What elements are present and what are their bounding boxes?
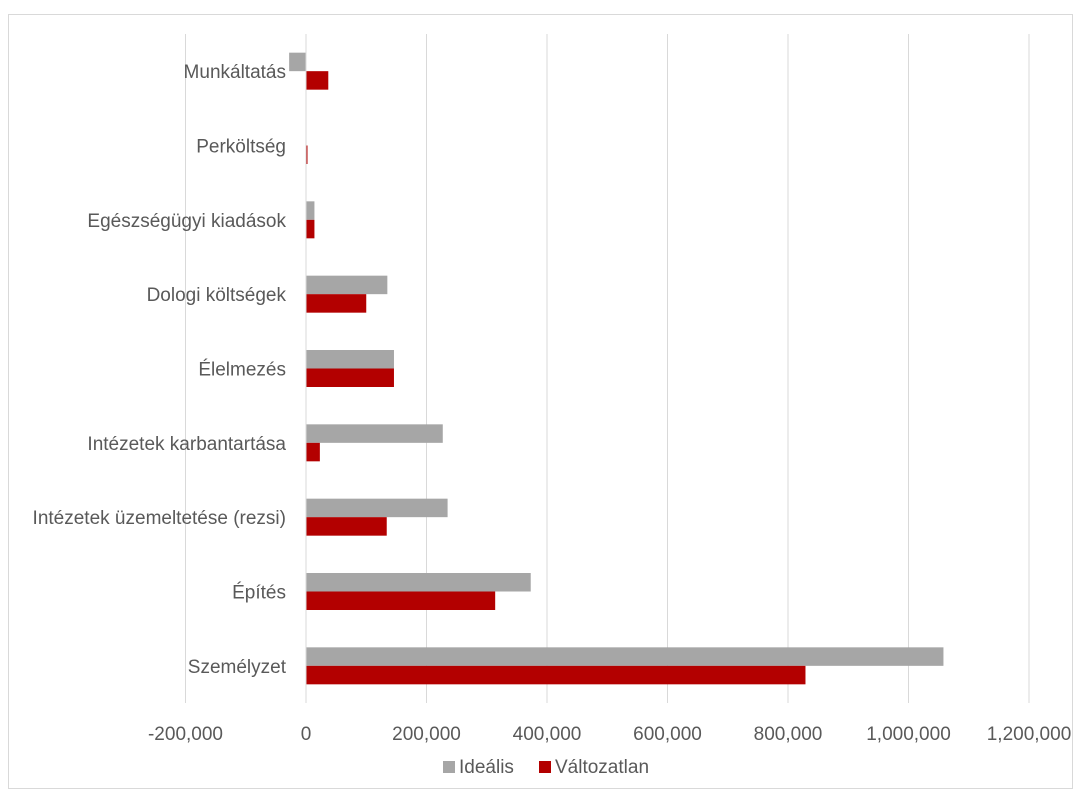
bar-idealis xyxy=(306,498,448,518)
x-tick-label: -200,000 xyxy=(148,724,223,745)
bar-valtozatlan xyxy=(306,368,394,387)
legend-label-valtozatlan: Változatlan xyxy=(555,757,649,778)
bar-valtozatlan xyxy=(306,71,329,90)
bar-valtozatlan xyxy=(306,145,308,164)
bar-idealis xyxy=(289,52,306,72)
x-tick-label: 400,000 xyxy=(513,724,582,745)
category-label: Intézetek üzemeltetése (rezsi) xyxy=(33,508,286,529)
bar-valtozatlan xyxy=(306,219,315,239)
legend-swatch-valtozatlan xyxy=(539,761,551,773)
bar-valtozatlan xyxy=(306,517,387,536)
bar-idealis xyxy=(306,201,315,220)
category-label: Építés xyxy=(232,583,286,604)
x-tick-label: 200,000 xyxy=(392,724,461,745)
bar-idealis xyxy=(306,350,394,369)
bar-valtozatlan xyxy=(306,591,496,610)
legend-swatch-idealis xyxy=(443,761,455,773)
x-tick-label: 0 xyxy=(301,724,312,745)
bar-idealis xyxy=(306,275,388,295)
bar-valtozatlan xyxy=(306,442,320,462)
category-label: Dologi költségek xyxy=(147,285,287,306)
bar-valtozatlan xyxy=(306,665,806,685)
category-label: Intézetek karbantartása xyxy=(87,434,286,455)
x-tick-label: 1,000,000 xyxy=(866,724,951,745)
chart-frame xyxy=(8,14,1073,789)
x-tick-label: 800,000 xyxy=(754,724,823,745)
category-label: Egészségügyi kiadások xyxy=(87,211,286,232)
x-tick-label: 600,000 xyxy=(633,724,702,745)
bar-idealis xyxy=(306,424,443,443)
category-label: Munkáltatás xyxy=(184,62,286,83)
bar-valtozatlan xyxy=(306,294,367,313)
category-label: Személyzet xyxy=(188,657,287,678)
bar-idealis xyxy=(306,647,944,666)
category-label: Élelmezés xyxy=(198,360,286,381)
category-label: Perköltség xyxy=(196,137,286,158)
x-tick-label: 1,200,000 xyxy=(987,724,1072,745)
legend-label-idealis: Ideális xyxy=(459,757,514,778)
bar-idealis xyxy=(306,573,531,592)
